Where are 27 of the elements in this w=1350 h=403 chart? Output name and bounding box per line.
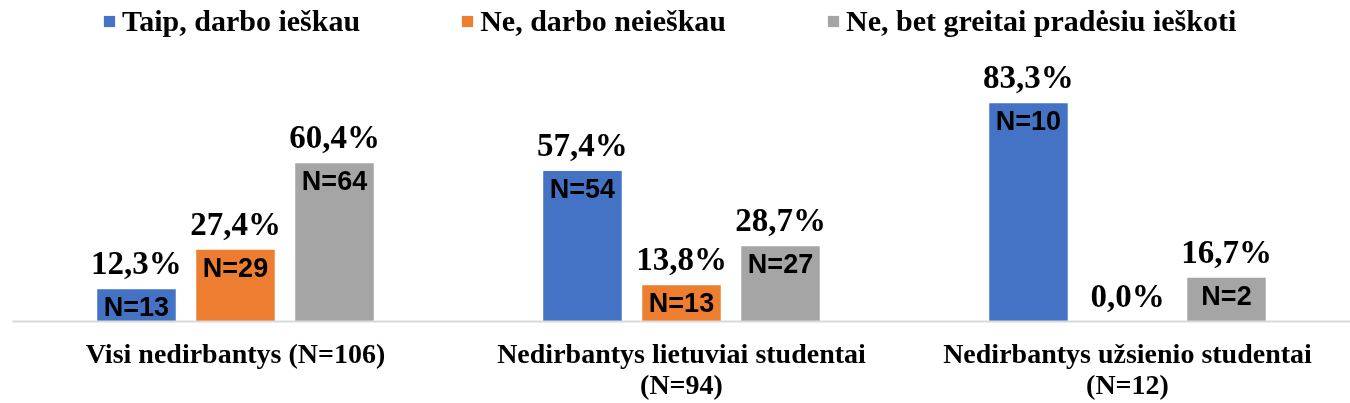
- data-label: 12,3%: [91, 245, 182, 282]
- annotation: N=2: [1201, 280, 1252, 311]
- x-tick-label: Nedirbantys lietuviai studentai (N=94): [497, 337, 867, 401]
- legend-label: Ne, darbo neieškau: [480, 4, 727, 38]
- annotation: N=10: [995, 106, 1062, 137]
- data-label: 27,4%: [190, 205, 281, 242]
- bar: [989, 103, 1068, 322]
- bar: [295, 163, 374, 322]
- data-label: 57,4%: [537, 127, 628, 164]
- annotation: N=54: [549, 174, 616, 205]
- annotation: N=13: [103, 292, 170, 323]
- annotation: N=29: [202, 252, 269, 283]
- legend-label: Ne, bet greitai pradėsiu ieškoti: [846, 4, 1237, 38]
- annotation: N=27: [747, 249, 814, 280]
- bar: [543, 171, 622, 322]
- data-label: 13,8%: [636, 241, 727, 278]
- data-label: 0,0%: [1090, 277, 1165, 314]
- data-label: 83,3%: [983, 59, 1074, 96]
- annotation: N=13: [648, 288, 715, 319]
- data-label: 28,7%: [735, 202, 826, 239]
- x-tick-label: Nedirbantys užsienio studentai (N=12): [943, 337, 1313, 401]
- data-label: 16,7%: [1181, 233, 1272, 270]
- legend-label: Taip, darbo ieškau: [122, 4, 361, 38]
- data-label: 60,4%: [289, 119, 380, 156]
- x-tick-label: Visi nedirbantys (N=106): [85, 337, 386, 369]
- bar: [741, 246, 820, 322]
- annotation: N=64: [301, 166, 368, 197]
